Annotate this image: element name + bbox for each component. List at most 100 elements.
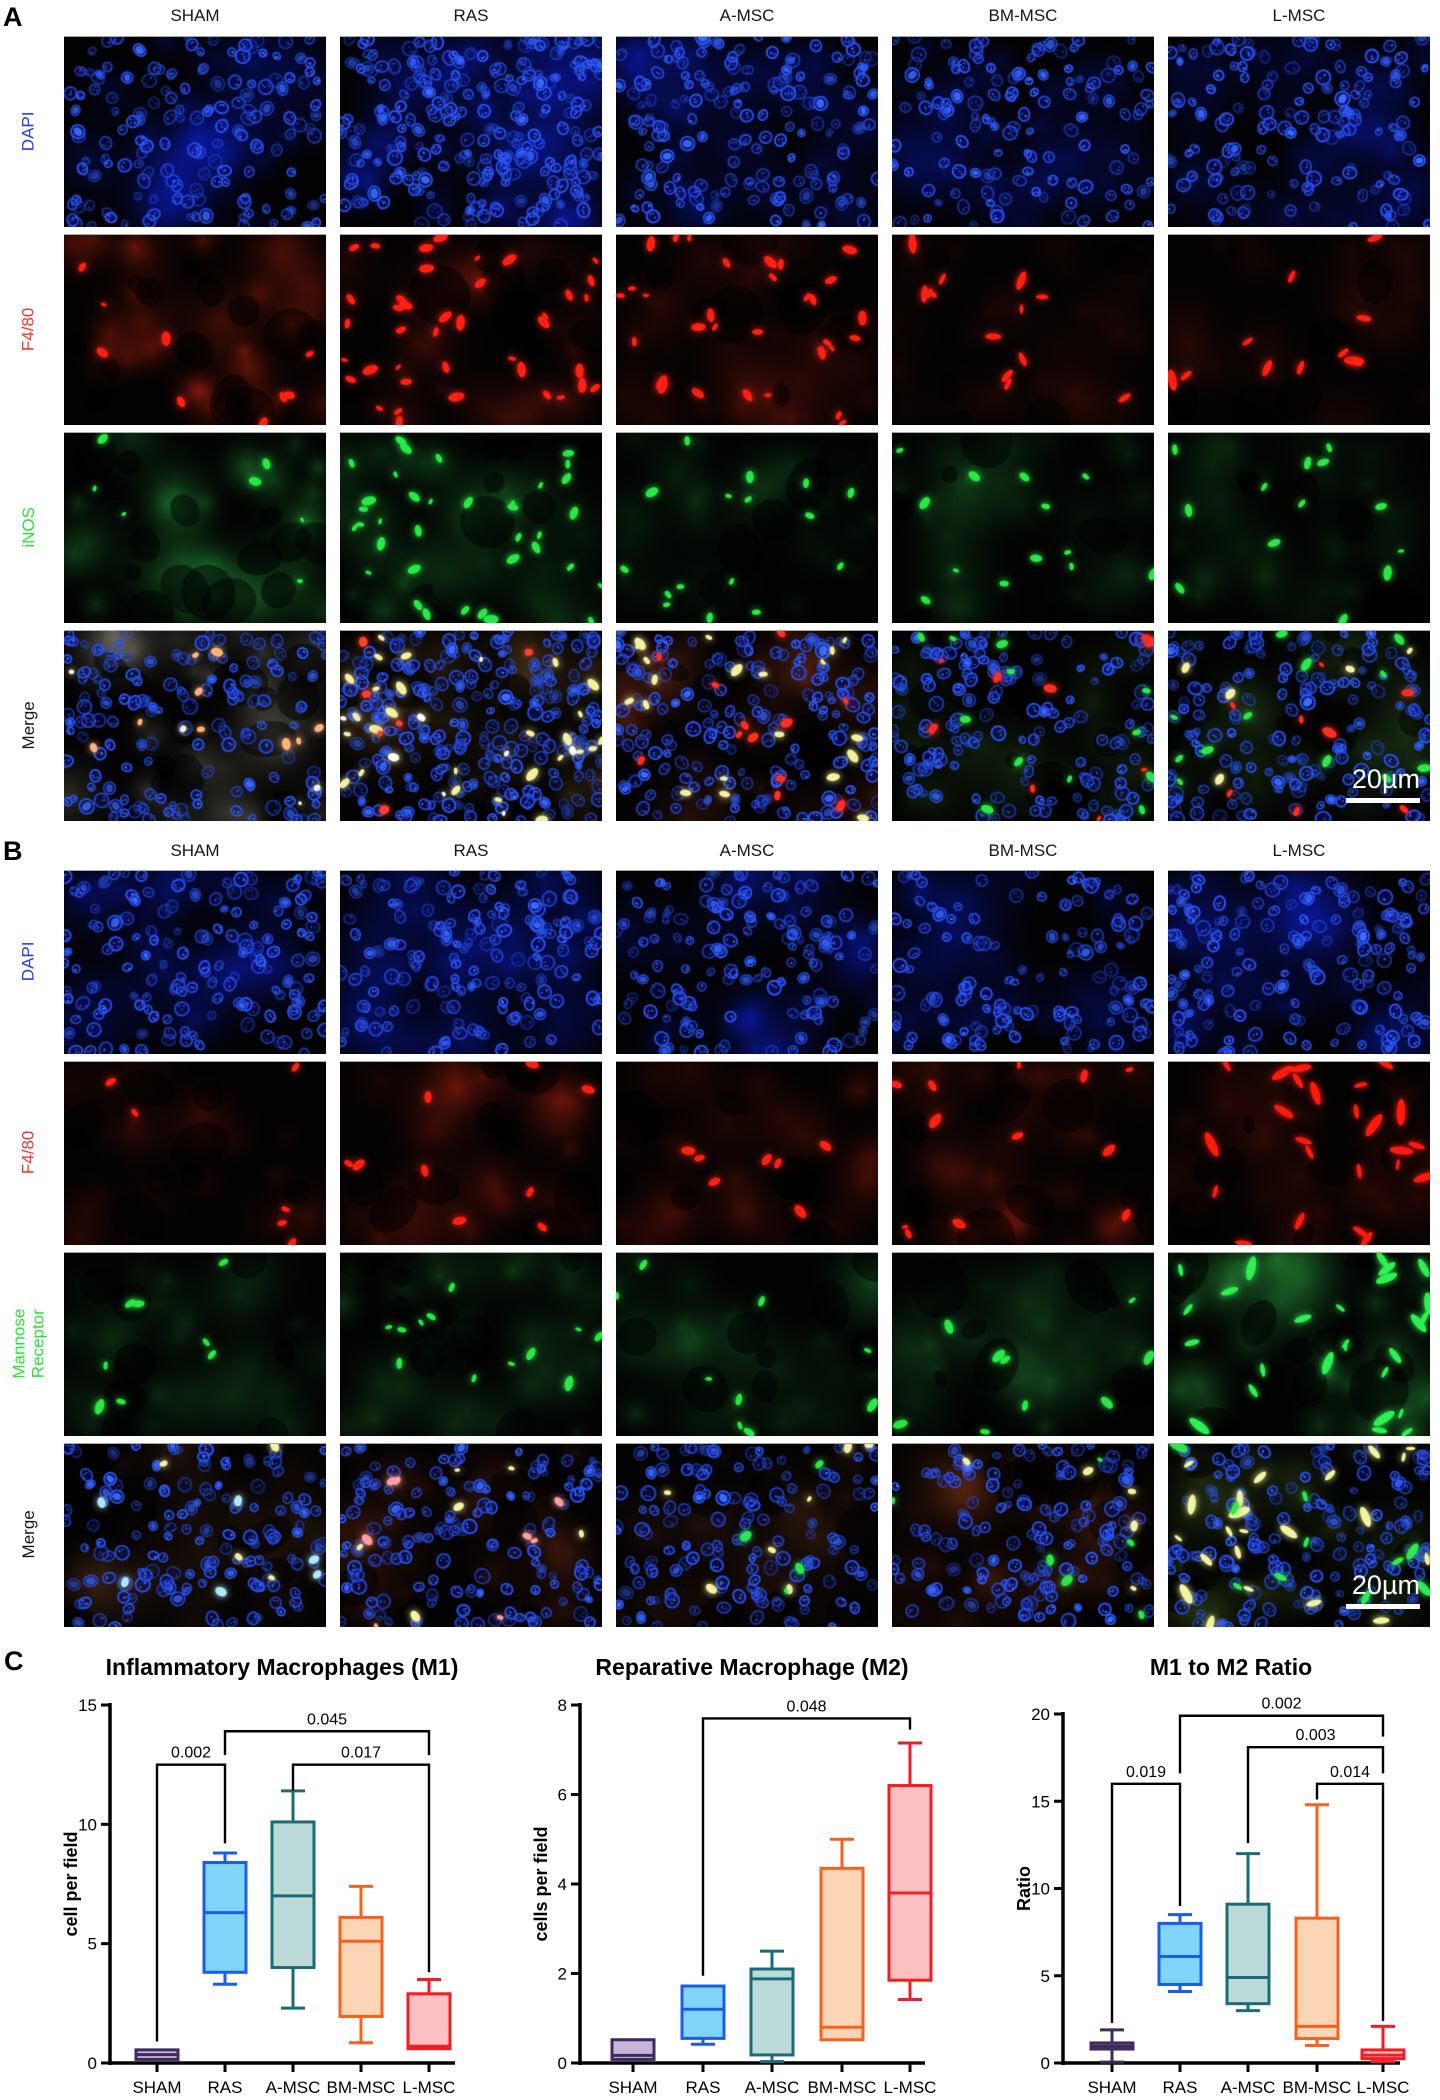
micrograph-b-row3-l-msc [1168, 1443, 1430, 1627]
x-tick-label: L-MSC [403, 2078, 456, 2097]
y-axis-title: Ratio [1014, 1866, 1034, 1911]
x-tick-label: A-MSC [266, 2078, 321, 2097]
y-axis-title: cell per field [61, 1831, 81, 1936]
micrograph-a-row2-l-msc [1168, 432, 1430, 623]
micrograph-b-row2-l-msc [1168, 1252, 1430, 1436]
micrograph-a-row0-l-msc [1168, 36, 1430, 227]
micrograph-a-row0-ras [340, 36, 602, 227]
micrograph-b-row2-sham [64, 1252, 326, 1436]
micrograph-b-row2-a-msc [616, 1252, 878, 1436]
scale-bar-label: 20µm [1351, 764, 1420, 794]
y-tick-label: 8 [558, 1696, 567, 1715]
micrograph-b-row2-bm-msc [892, 1252, 1154, 1436]
row-label-text: F4/80 [18, 1130, 38, 1175]
y-axis-title: cells per field [531, 1826, 551, 1941]
box-sham [1089, 2028, 1135, 2064]
micrograph-b-row0-a-msc [616, 870, 878, 1054]
micrograph-a-row3-sham [64, 630, 326, 821]
micrograph-b-row0-sham [64, 870, 326, 1054]
y-tick-label: 0 [1041, 2054, 1050, 2073]
significance-bracket [701, 1717, 912, 1976]
x-tick-label: BM-MSC [1283, 2078, 1352, 2097]
box-ras [1157, 1913, 1203, 1993]
x-tick-label: A-MSC [1221, 2078, 1276, 2097]
micrograph-b-row3-sham [64, 1443, 326, 1627]
significance-bracket [1246, 1745, 1385, 1844]
box-a-msc [749, 1949, 795, 2064]
box-l-msc [1360, 2024, 1406, 2064]
micrograph-a-row2-sham [64, 432, 326, 623]
column-header-b-sham: SHAM [170, 841, 220, 860]
x-tick-label: SHAM [608, 2078, 657, 2097]
box-bm-msc [338, 1884, 384, 2045]
box-ras [680, 1984, 726, 2046]
y-tick-label: 4 [558, 1875, 567, 1894]
significance-bracket [1110, 1782, 1182, 2023]
micrograph-a-row3-l-msc [1168, 630, 1430, 821]
box-bm-msc [1294, 1803, 1340, 2048]
micrograph-a-row0-sham [64, 36, 326, 227]
row-label-text: Merge [18, 1510, 38, 1559]
box-iqr [1294, 1916, 1340, 2041]
row-label-b-2: Mannose Receptor [0, 1252, 58, 1435]
micrograph-b-row0-ras [340, 870, 602, 1054]
box-sham [134, 2048, 180, 2061]
chart-title-m2: Reparative Macrophage (M2) [595, 1654, 909, 1680]
micrograph-b-row1-l-msc [1168, 1061, 1430, 1245]
y-tick-label: 0 [88, 2054, 97, 2073]
micrograph-b-row0-bm-msc [892, 870, 1154, 1054]
significance-label: 0.014 [1330, 1764, 1370, 1781]
micrograph-a-row1-ras [340, 234, 602, 425]
panel-a-micrograph-grid: SHAM RAS A-MSC BM-MSC L-MSC DAPI F4/80 iNOS Merg… [0, 0, 1440, 830]
micrograph-b-row1-bm-msc [892, 1061, 1154, 1245]
y-tick-label: 15 [1031, 1792, 1050, 1811]
x-tick-label: RAS [1163, 2078, 1198, 2097]
significance-label: 0.019 [1126, 1764, 1166, 1781]
chart-2: 0 5 10 15 20 Ratio SHAM RAS A-MSC BM-MSC L-MSC 0.01… [1014, 1696, 1409, 2097]
column-header-b-a-msc: A-MSC [719, 841, 775, 860]
row-label-b-1: F4/80 [0, 1061, 58, 1244]
significance-label: 0.048 [786, 1698, 826, 1715]
column-header-a-bm-msc: BM-MSC [988, 6, 1058, 25]
y-tick-label: 6 [558, 1786, 567, 1805]
column-header-a-l-msc: L-MSC [1272, 6, 1326, 25]
significance-label: 0.002 [171, 1745, 211, 1762]
box-iqr [1225, 1902, 1271, 2006]
row-label-b-3: Merge [0, 1443, 58, 1626]
box-sham [610, 2038, 656, 2061]
column-header-a-a-msc: A-MSC [719, 6, 775, 25]
micrograph-a-row0-a-msc [616, 36, 878, 227]
scale-bar-label: 20µm [1351, 1570, 1420, 1600]
micrograph-a-row2-ras [340, 432, 602, 623]
x-tick-label: SHAM [1087, 2078, 1136, 2097]
x-tick-label: BM-MSC [327, 2078, 396, 2097]
y-tick-label: 10 [78, 1815, 97, 1834]
box-iqr [1157, 1921, 1203, 1986]
box-ras [202, 1851, 248, 1986]
y-tick-label: 5 [1041, 1967, 1050, 1986]
box-a-msc [1225, 1852, 1271, 2013]
box-plot-charts: 0 5 10 15 cell per field SHAM RAS A-MSC BM-MSC L-… [61, 1696, 1409, 2097]
box-iqr [338, 1915, 384, 2018]
micrograph-a-row2-a-msc [616, 432, 878, 623]
micrograph-a-row1-bm-msc [892, 234, 1154, 425]
panel-b-letter: B [3, 836, 23, 866]
column-header-a-ras: RAS [453, 6, 489, 25]
micrograph-b-row1-sham [64, 1061, 326, 1245]
scale-bar: 20µm [1270, 764, 1420, 803]
chart-title-m1: Inflammatory Macrophages (M1) [105, 1654, 459, 1680]
micrograph-a-row1-l-msc [1168, 234, 1430, 425]
box-bm-msc [819, 1837, 865, 2042]
column-header-a-sham: SHAM [170, 6, 220, 25]
box-iqr [406, 1992, 452, 2051]
column-header-b-ras: RAS [453, 841, 489, 860]
box-a-msc [270, 1789, 316, 2010]
chart-0: 0 5 10 15 cell per field SHAM RAS A-MSC BM-MSC L-… [61, 1696, 455, 2097]
row-label-text: Mannose Receptor [9, 1308, 47, 1379]
micrograph-a-row1-sham [64, 234, 326, 425]
micrograph-b-row1-ras [340, 1061, 602, 1245]
significance-bracket [291, 1763, 431, 1973]
row-label-text: DAPI [18, 941, 38, 982]
box-iqr [680, 1984, 726, 2040]
micrograph-a-row0-bm-msc [892, 36, 1154, 227]
